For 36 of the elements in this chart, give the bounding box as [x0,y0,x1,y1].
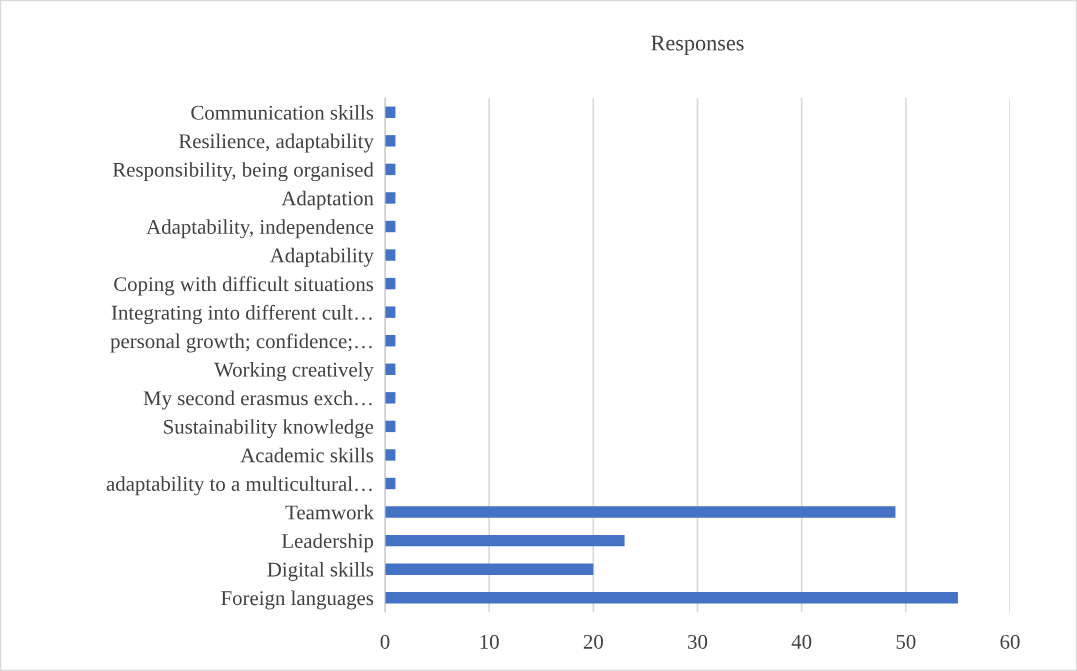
bar [385,135,396,147]
bar [385,449,396,461]
y-tick-label: Sustainability knowledge [164,419,374,439]
y-tick-label: Digital skills [267,561,374,581]
y-tick-label: Integrating into different cult… [111,304,372,324]
bar [385,306,396,318]
y-tick-label: Academic skills [240,447,374,463]
y-tick-label: Adaptability [269,247,374,267]
y-tick-label: Leadership [281,533,374,553]
y-tick-label: Coping with difficult situations [114,276,374,296]
y-tick-label: Teamwork [285,504,374,520]
x-tick-label: 0 [380,634,390,649]
x-tick-label: 10 [480,634,499,649]
bar [385,563,594,575]
y-tick-label: Resilience, adaptability [178,133,374,153]
bar [385,506,896,518]
bar [385,534,625,547]
y-tick-label: Foreign languages [221,590,374,610]
bar [385,249,396,261]
x-tick-label: 40 [791,634,812,649]
x-tick-label: 30 [688,634,708,649]
y-tick-label: Adaptation [281,190,374,210]
x-tick-label: 50 [896,634,916,649]
y-tick-label: Communication skills [191,105,374,120]
bar [385,392,396,404]
bar [385,592,958,604]
y-tick-label: Adaptability, independence [146,219,374,239]
chart-title: Responses [651,35,744,56]
y-tick-label: Working creatively [214,362,374,381]
y-tick-label: Responsibility, being organised [112,162,374,182]
y-tick-label: personal growth; confidence;… [110,333,372,353]
x-tick-label: 60 [1000,634,1020,649]
bar [385,192,396,204]
x-tick-label: 20 [583,634,603,649]
y-tick-label: My second erasmus exch… [143,390,372,410]
y-tick-label: adaptability to a multicultural… [106,476,372,496]
